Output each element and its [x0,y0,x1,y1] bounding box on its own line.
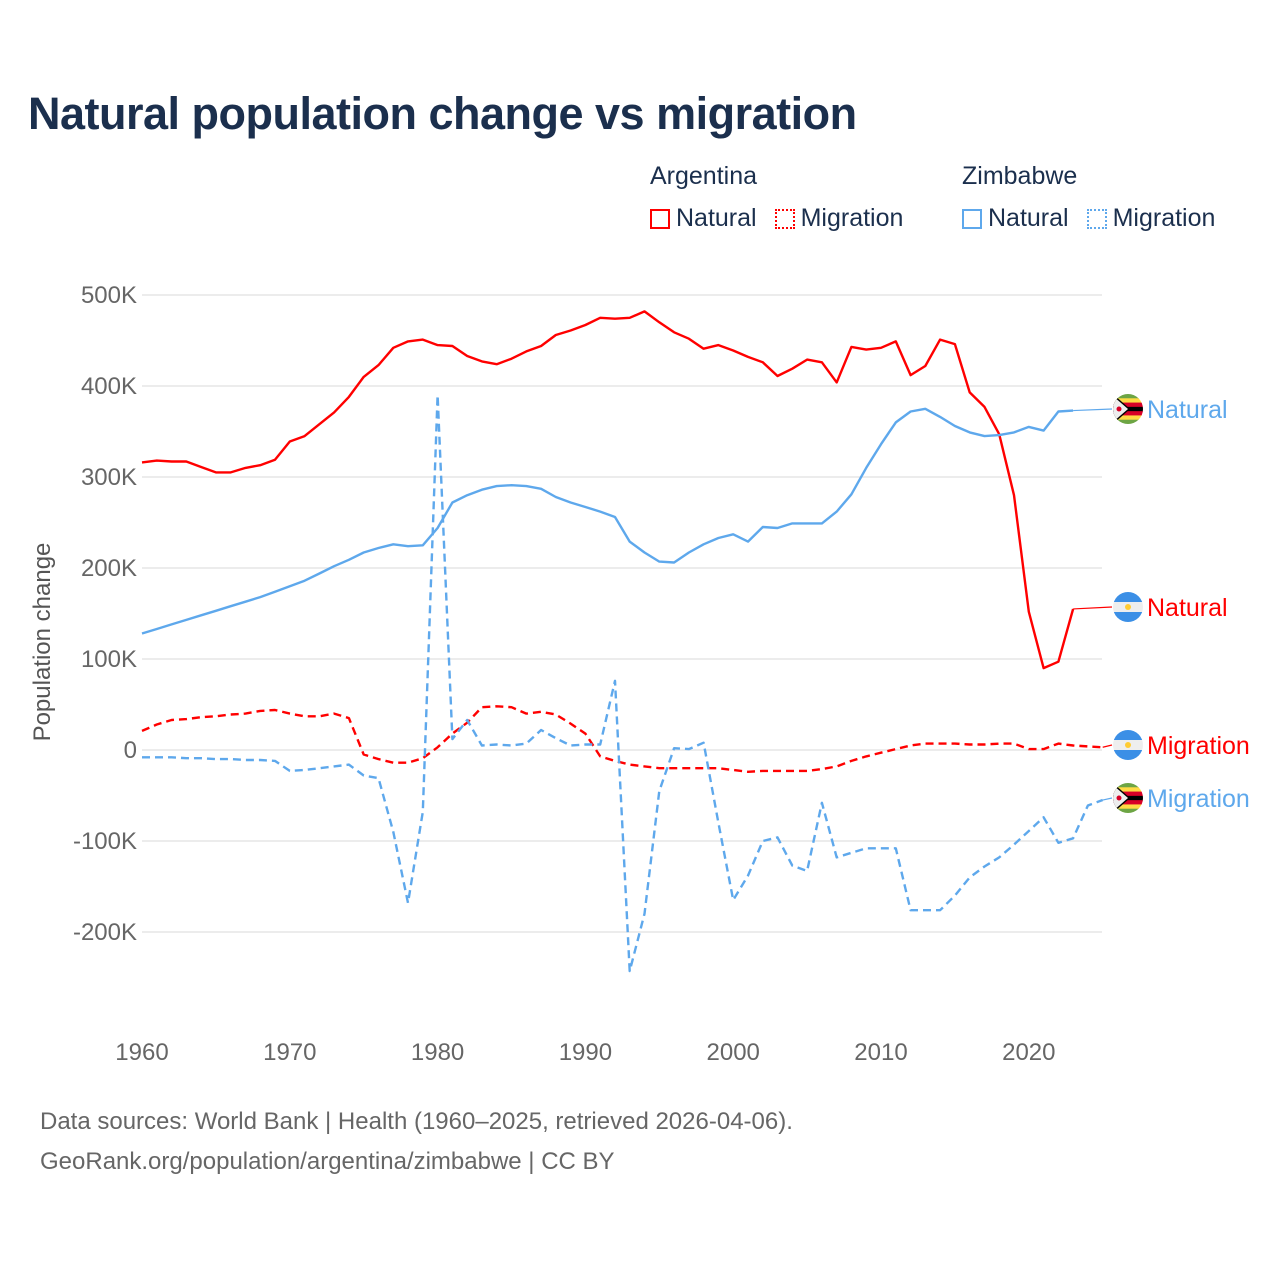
y-tick-label: 0 [124,737,137,764]
legend-label: Natural [676,204,757,232]
flag-stripe [1113,402,1143,408]
zimbabwe-flag-icon [1113,394,1143,424]
series-end-label: Natural [1147,594,1228,622]
end-labels: Natural Migration Natural Migration [1073,394,1250,813]
legend-swatch-solid [962,208,982,229]
gridlines [142,294,1102,933]
flag-stripe [1113,419,1143,424]
legend-item-zimbabwe-natural[interactable]: Natural [962,204,1069,233]
flag-fill [1113,592,1143,622]
y-tick-label: 300K [81,464,137,491]
flag-sun [1125,604,1131,610]
flag-stripe [1113,783,1143,788]
y-tick-label: 500K [81,282,137,309]
legend-item-argentina-natural[interactable]: Natural [650,204,757,233]
flag-fill [1113,394,1143,424]
zimbabwe-natural-line [141,407,1074,635]
flag-stripe [1113,411,1143,416]
flag-stripe [1113,800,1143,805]
x-axis: 1960 1970 1980 1990 2000 2010 2020 [115,1039,1055,1066]
label-connector [1073,408,1113,412]
flag-fill [1113,783,1143,813]
series-end-label: Migration [1147,732,1250,760]
y-tick-label: 400K [81,373,137,400]
flag-stripe [1113,730,1143,740]
flag-stripe [1113,612,1143,622]
argentina-flag-icon [1113,592,1143,622]
legend-group-title: Argentina [650,162,758,190]
flag-stripe [1113,791,1143,797]
flag-stripe [1113,808,1143,813]
x-tick-label: 1980 [411,1039,464,1066]
x-tick-label: 2020 [1002,1039,1055,1066]
legend-group-argentina: Argentina Natural Migration [650,162,921,233]
legend-label: Natural [988,204,1069,232]
zimbabwe-migration-line [142,393,1104,973]
zimbabwe-flag-icon [1113,783,1143,813]
argentina-flag-icon [1113,730,1143,760]
y-tick-label: -200K [73,919,137,946]
legend-item-argentina-migration[interactable]: Migration [774,204,904,233]
label-connector [1073,606,1113,610]
legend-group-zimbabwe: Zimbabwe Natural Migration [962,162,1233,233]
x-tick-label: 2000 [707,1039,760,1066]
series-end-label: Natural [1147,396,1228,424]
flag-stripe [1113,804,1143,810]
x-tick-label: 1990 [559,1039,612,1066]
series-end-label: Migration [1147,785,1250,813]
flag-sun [1125,742,1131,748]
legend-label: Migration [1112,204,1216,232]
x-tick-label: 1970 [263,1039,316,1066]
x-tick-label: 1960 [115,1039,168,1066]
flag-stripe [1113,398,1143,404]
argentina-migration-line [141,705,1103,773]
flag-star [1116,406,1122,412]
legend-item-zimbabwe-migration[interactable]: Migration [1086,204,1216,233]
legend-swatch-solid [650,208,670,229]
flag-star [1116,795,1122,801]
source-text: Data sources: World Bank | Health (1960–… [40,1108,793,1135]
legend-label: Migration [800,204,904,232]
flag-stripe [1113,394,1143,399]
label-connector [1102,744,1113,748]
y-axis-label: Population change [29,543,56,742]
legend-swatch-dotted [1086,208,1107,229]
label-connector [1102,797,1113,801]
y-tick-label: 100K [81,646,137,673]
legend-swatch-dotted [774,208,795,229]
flag-stripe [1113,415,1143,421]
chart-title: Natural population change vs migration [28,88,857,139]
argentina-natural-line [141,310,1075,670]
flag-stripe [1113,787,1143,793]
x-tick-label: 2010 [854,1039,907,1066]
flag-stripe [1113,592,1143,602]
flag-fill [1113,730,1143,760]
y-tick-label: 200K [81,555,137,582]
source-url[interactable]: GeoRank.org/population/argentina/zimbabw… [40,1148,615,1175]
y-axis: 500K 400K 300K 200K 100K 0 -100K -200K [73,282,137,946]
y-tick-label: -100K [73,828,137,855]
legend-group-title: Zimbabwe [962,162,1078,190]
series-lines [141,310,1104,973]
flag-stripe [1113,750,1143,760]
